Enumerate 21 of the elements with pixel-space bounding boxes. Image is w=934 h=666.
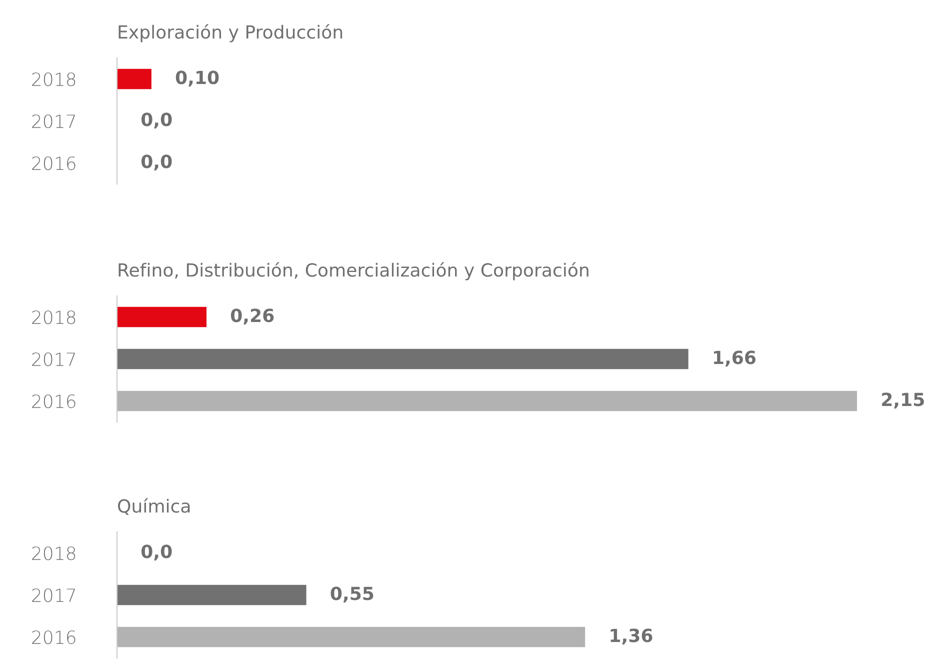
y-tick-label: 2018 — [32, 546, 76, 560]
y-tick-label: 2016 — [32, 630, 76, 644]
text: Exploración y Producción — [118, 24, 342, 42]
chart-title: Química — [118, 498, 190, 515]
chart-title: Refino, Distribución, Comercialización y Corporación — [118, 262, 588, 280]
y-tick-label: 2017 — [32, 114, 75, 128]
data-label: 0,0 — [141, 112, 172, 129]
y-tick-label: 2017 — [32, 352, 75, 366]
data-label: 0,10 — [176, 70, 219, 87]
y-tick-label: 2018 — [32, 310, 76, 324]
y-tick-label: 2018 — [32, 72, 76, 86]
data-label: 0,0 — [141, 154, 172, 171]
y-tick-label: 2017 — [32, 588, 75, 602]
data-label: 2,15 — [882, 392, 924, 409]
data-label: 0,0 — [141, 544, 172, 561]
data-label: 1,66 — [714, 350, 756, 367]
y-tick-label: 2016 — [32, 156, 76, 170]
y-tick-label: 2016 — [32, 394, 76, 408]
data-label: 0,26 — [230, 308, 274, 325]
data-label: 1,36 — [610, 628, 652, 645]
data-label: 0,55 — [330, 586, 374, 603]
